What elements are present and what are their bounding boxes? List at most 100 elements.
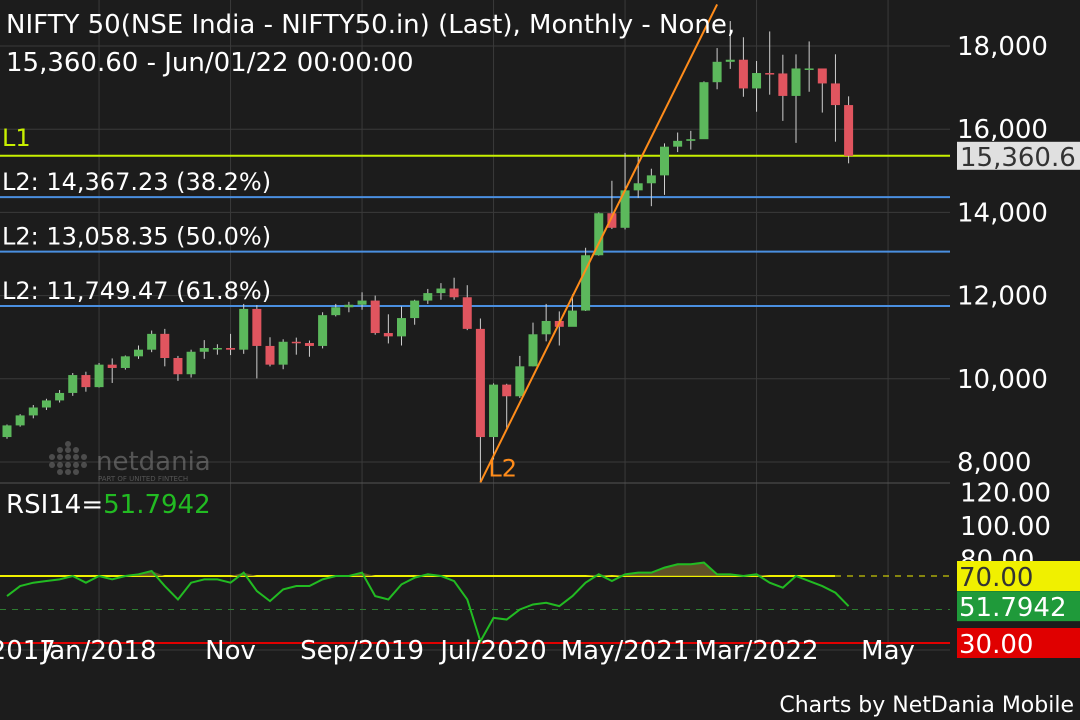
candle[interactable] [817, 68, 827, 113]
candle[interactable] [239, 303, 249, 354]
candle-body [712, 61, 722, 83]
price-panel[interactable]: L2: 14,367.23 (38.2%) L2: 13,058.35 (50.0… [0, 3, 950, 483]
candle[interactable] [265, 337, 275, 367]
candle[interactable] [449, 277, 459, 300]
candle-body [68, 375, 78, 393]
fib-level-label: L2: 11,749.47 (61.8%) [2, 277, 271, 305]
l1-label: L1 [2, 124, 31, 152]
candle[interactable] [212, 344, 222, 355]
rsi-lower-badge [957, 628, 1080, 658]
candle-body [15, 415, 25, 426]
rsi-panel[interactable]: RSI14=51.7942 [0, 482, 950, 644]
candle[interactable] [502, 383, 512, 429]
candle-body [686, 139, 696, 141]
candle[interactable] [318, 312, 328, 349]
candle[interactable] [304, 340, 314, 357]
candle[interactable] [94, 362, 104, 388]
x-tick-label: May/2021 [561, 636, 690, 666]
x-tick-label: Mar/2017 [0, 636, 56, 666]
candle[interactable] [252, 305, 262, 379]
candle-body [752, 73, 762, 89]
candle-body [278, 341, 288, 365]
candle[interactable] [173, 355, 183, 381]
candle-body [804, 68, 814, 70]
candle[interactable] [607, 180, 617, 230]
fib-level-label: L2: 14,367.23 (38.2%) [2, 168, 271, 196]
candle[interactable] [844, 96, 854, 164]
candle[interactable] [489, 383, 499, 460]
candle-body [660, 146, 669, 176]
candle[interactable] [423, 288, 433, 304]
candle[interactable] [804, 41, 814, 92]
candle[interactable] [581, 247, 591, 311]
candle[interactable] [291, 337, 301, 355]
price-tick-label: 16,000 [957, 115, 1048, 145]
candle[interactable] [397, 306, 406, 346]
candle-body [699, 82, 709, 140]
candle[interactable] [55, 390, 65, 403]
candle[interactable] [41, 398, 51, 410]
candle[interactable] [134, 345, 143, 359]
candle[interactable] [594, 212, 604, 256]
candle[interactable] [660, 143, 669, 195]
candle[interactable] [28, 405, 38, 419]
candle[interactable] [646, 168, 656, 207]
candle[interactable] [383, 314, 393, 344]
rsi-tick-label: 100.00 [960, 512, 1051, 542]
candle[interactable] [738, 37, 748, 97]
candle[interactable] [160, 328, 170, 367]
candle-body [28, 407, 38, 416]
candle[interactable] [475, 318, 485, 483]
trend-line[interactable] [479, 3, 718, 483]
candle[interactable] [699, 81, 709, 140]
candle[interactable] [541, 303, 551, 342]
candle-body [55, 392, 65, 401]
candle-body [94, 364, 104, 388]
candle[interactable] [712, 48, 722, 90]
candle-body [291, 341, 301, 344]
candle-body [541, 320, 551, 335]
x-tick-label: Mar/2022 [695, 636, 819, 666]
candle[interactable] [226, 333, 236, 356]
candle[interactable] [278, 339, 288, 370]
candle-body [673, 140, 683, 147]
candle[interactable] [673, 132, 683, 153]
candle[interactable] [410, 299, 420, 325]
candle[interactable] [81, 371, 91, 392]
candle-body [646, 175, 656, 184]
candle[interactable] [778, 54, 788, 121]
candle[interactable] [686, 130, 696, 150]
candle[interactable] [2, 424, 12, 439]
candle[interactable] [15, 414, 25, 427]
candle[interactable] [120, 355, 130, 370]
candle[interactable] [567, 294, 577, 327]
candle[interactable] [370, 295, 380, 335]
candle[interactable] [357, 292, 367, 310]
candle-body [436, 288, 446, 294]
candle-body [318, 315, 328, 346]
candle[interactable] [528, 322, 538, 367]
candle[interactable] [515, 355, 525, 398]
candle[interactable] [830, 54, 840, 142]
candle[interactable] [186, 349, 196, 378]
candle[interactable] [199, 340, 209, 359]
watermark-tagline: PART OF UNITED FINTECH [98, 475, 188, 483]
candle[interactable] [791, 54, 801, 143]
rsi-line[interactable] [6, 561, 850, 644]
candle[interactable] [725, 21, 735, 69]
candle[interactable] [331, 303, 341, 317]
candle[interactable] [462, 285, 472, 331]
candle[interactable] [752, 60, 762, 112]
watermark-brand: netdania [96, 447, 211, 477]
candle[interactable] [436, 283, 446, 300]
rsi-current-badge [957, 591, 1080, 622]
candle[interactable] [107, 358, 117, 383]
candle[interactable] [765, 31, 775, 95]
candle-body [449, 288, 459, 298]
price-tick-label: 8,000 [957, 448, 1031, 478]
candle[interactable] [147, 330, 157, 353]
candle[interactable] [68, 372, 78, 396]
candle[interactable] [344, 301, 354, 313]
